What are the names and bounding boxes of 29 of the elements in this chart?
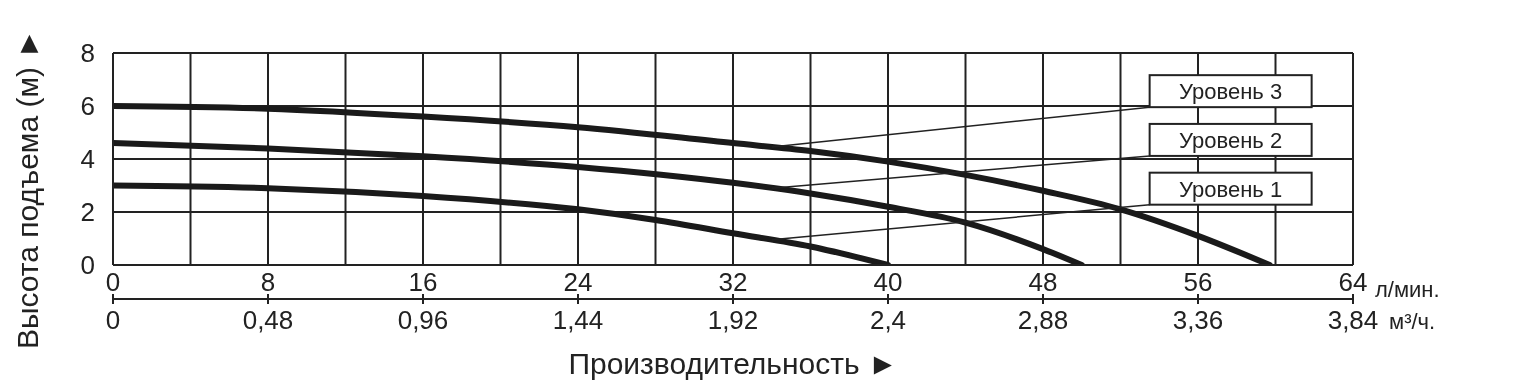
x2-tick-label: 1,44 [552,305,604,335]
text: Уровень 3 [1179,79,1283,105]
y-tick-label: 8 [80,38,95,68]
x2-tick-label: 2,4 [869,305,907,335]
x2-axis-title: м³/ч. [1389,309,1436,334]
x2-tick-label: 0,48 [242,305,294,335]
text: Уровень 1 [1179,176,1283,202]
x2-tick-label: 2,88 [1017,305,1069,335]
x-axis-title: Производительность ► [568,347,898,380]
x-tick-label: 0 [105,267,121,298]
x-tick-label: 32 [718,267,748,298]
text: Уровень 2 [1179,127,1283,153]
x-tick-label: 64 [1338,267,1368,298]
x2-tick-label: 0 [105,305,121,335]
x2-tick-label: 0,96 [397,305,449,335]
y-axis-title: Высота подъема (м) ► [11,28,44,350]
text: л/мин. [1375,277,1440,302]
x-tick-label: 24 [563,267,593,298]
x2-tick-label: 1,92 [707,305,759,335]
x-tick-label: 40 [873,267,903,298]
x-tick-label: 8 [260,267,276,298]
x-tick-label: 48 [1028,267,1058,298]
y-tick-label: 2 [80,197,95,227]
x2-tick-label: 3,36 [1172,305,1224,335]
x-tick-label: 56 [1183,267,1213,298]
y-tick-label: 4 [80,144,95,174]
y-tick-label: 6 [80,91,95,121]
x-tick-label: 16 [408,267,438,298]
x2-tick-label: 3,84 [1327,305,1379,335]
